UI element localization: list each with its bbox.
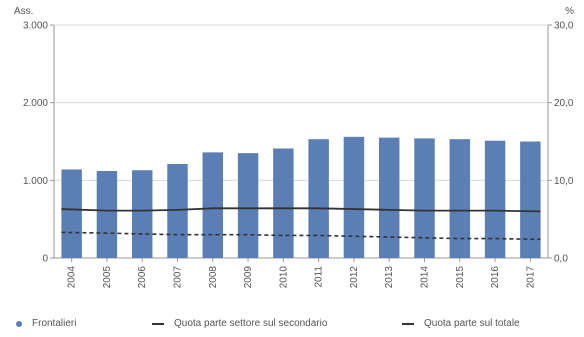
x-tick-label: 2012	[349, 266, 360, 289]
line-quota-totale	[61, 231, 541, 241]
chart: 0 1.000 2.000 3.000 0,0 10,0 20,0 30,0 Ass. % 2004…	[14, 6, 574, 289]
left-tick-label: 0	[42, 254, 48, 265]
bar-frontalieri	[484, 140, 506, 258]
bar-frontalieri	[202, 152, 224, 258]
x-tick-label: 2008	[208, 266, 219, 289]
x-tick-label: 2017	[525, 266, 536, 289]
right-tick-label: 30,0	[554, 21, 574, 32]
right-tick-label: 0,0	[554, 254, 568, 265]
x-tick-label: 2014	[420, 266, 431, 289]
left-axis-unit-label: Ass.	[14, 6, 33, 17]
legend: Frontalieri Quota parte settore sul seco…	[0, 318, 584, 336]
right-axis-unit-label: %	[565, 6, 574, 17]
right-tick-label: 10,0	[554, 176, 574, 187]
legend-label-quota-secondario: Quota parte settore sul secondario	[174, 318, 328, 329]
right-tick-label: 20,0	[554, 98, 574, 109]
bar-frontalieri	[378, 137, 400, 258]
x-tick-label: 2010	[278, 266, 289, 289]
bar-frontalieri	[167, 164, 188, 258]
bar-frontalieri	[449, 139, 471, 258]
bar-frontalieri	[520, 141, 541, 258]
x-tick-label: 2009	[243, 266, 254, 289]
legend-dashed-line-marker	[402, 322, 414, 325]
left-tick-label: 1.000	[23, 176, 48, 187]
line-quota-secondario	[61, 207, 541, 213]
bar-frontalieri	[61, 169, 82, 258]
legend-bar-marker	[16, 320, 22, 327]
left-tick-label: 2.000	[23, 98, 48, 109]
bar-frontalieri	[237, 153, 259, 258]
left-tick-label: 3.000	[23, 21, 48, 32]
legend-item-quota-secondario: Quota parte settore sul secondario	[152, 318, 327, 329]
bar-frontalieri	[96, 171, 118, 258]
bar-frontalieri	[308, 139, 329, 258]
bar-frontalieri	[131, 170, 153, 258]
x-tick-label: 2013	[384, 266, 395, 289]
x-tick-label: 2011	[314, 266, 325, 288]
bar-frontalieri	[414, 138, 435, 258]
bar-frontalieri	[343, 136, 365, 258]
legend-label-quota-totale: Quota parte sul totale	[424, 318, 520, 329]
legend-solid-line-marker	[152, 322, 164, 325]
legend-item-frontalieri: Frontalieri	[16, 318, 76, 329]
x-tick-label: 2016	[490, 266, 501, 289]
legend-item-quota-totale: Quota parte sul totale	[402, 318, 520, 329]
x-tick-label: 2006	[137, 266, 148, 289]
x-tick-label: 2007	[173, 266, 184, 289]
legend-label-frontalieri: Frontalieri	[32, 318, 77, 329]
bar-frontalieri	[273, 148, 294, 258]
x-tick-label: 2015	[455, 266, 466, 289]
x-tick-label: 2005	[102, 266, 113, 289]
x-tick-label: 2004	[67, 266, 78, 289]
